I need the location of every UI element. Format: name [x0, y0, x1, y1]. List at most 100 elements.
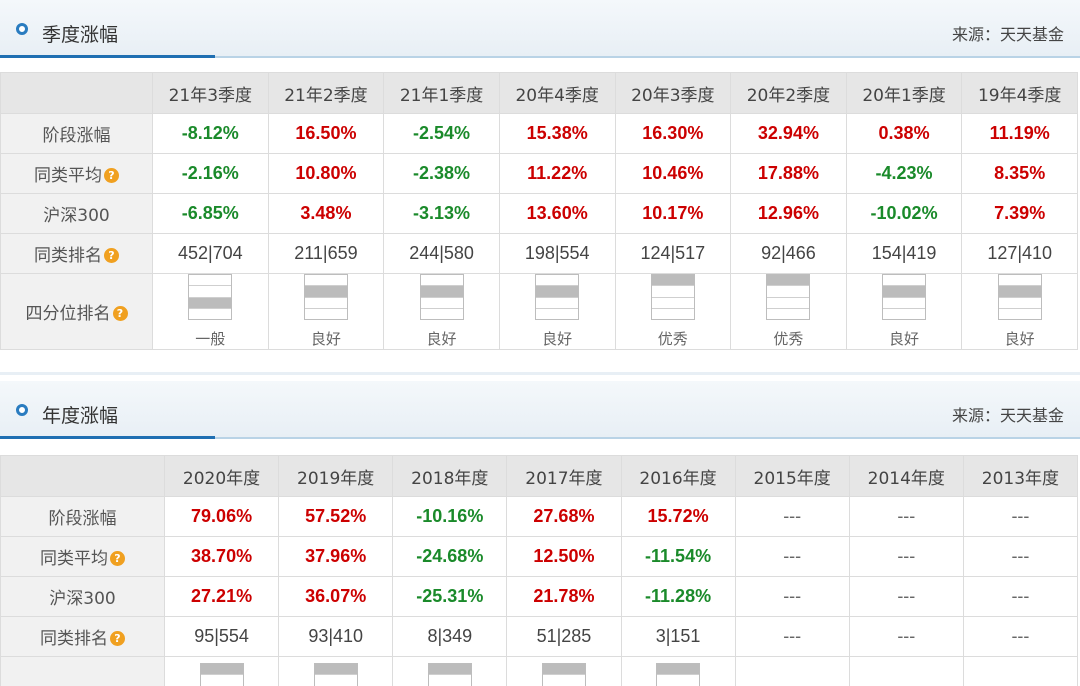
table-cell: 92|466 — [730, 233, 847, 274]
question-icon[interactable]: ? — [104, 248, 119, 263]
quartile-segment — [304, 275, 347, 287]
table-cell: -4.23% — [845, 153, 963, 194]
quartile-segment — [657, 675, 700, 686]
table-cell: 0.38% — [845, 113, 963, 154]
quartile-segment — [314, 664, 357, 676]
table-cell: --- — [962, 496, 1079, 537]
question-icon[interactable]: ? — [110, 551, 125, 566]
row-label-text: 沪深300 — [43, 206, 110, 226]
column-header: 21年3季度 — [152, 72, 269, 114]
quartile-segment — [651, 275, 694, 287]
table-cell: 154|419 — [845, 233, 963, 274]
quarter-panel-header: 季度涨幅 来源：天天基金 — [0, 0, 1080, 58]
quartile-segment — [536, 298, 579, 309]
quartile-segment — [420, 286, 463, 298]
column-header: 2016年度 — [620, 455, 736, 497]
quartile-segment — [883, 309, 925, 319]
table-cell: -6.85% — [152, 193, 269, 234]
table-cell: --- — [848, 576, 964, 617]
quartile-bar — [541, 663, 586, 686]
row-label: 沪深300 — [0, 576, 165, 617]
quartile-cell: 优秀 — [730, 273, 847, 350]
table-cell: 244|580 — [383, 233, 500, 274]
quartile-bar — [188, 274, 233, 320]
table-cell: -11.54% — [620, 536, 736, 577]
table-cell: 21.78% — [506, 576, 622, 617]
table-cell: --- — [734, 536, 850, 577]
row-label: 阶段涨幅 — [0, 113, 153, 154]
table-cell: -2.16% — [152, 153, 269, 194]
table-cell: --- — [848, 536, 964, 577]
row-peer: 同类平均? -2.16% 10.80% -2.38% 11.22% 10.46% 17.88… — [0, 153, 1078, 194]
quartile-segment — [767, 298, 810, 309]
quartile-segment — [428, 664, 471, 676]
row-quartile: 四分位排名? 一般 良好 良好 良好 优秀 优秀 良好 良好 — [0, 273, 1078, 350]
table-cell: 15.38% — [498, 113, 616, 154]
table-cell: -24.68% — [392, 536, 508, 577]
column-header: 20年4季度 — [498, 72, 616, 114]
quartile-bar — [656, 663, 701, 686]
quartile-label: 良好 — [426, 330, 457, 348]
header-accent-bar — [0, 436, 215, 439]
quartile-segment — [536, 286, 579, 298]
quartile-cell: 良好 — [267, 273, 385, 350]
quartile-label: 良好 — [310, 330, 341, 348]
quartile-bar — [997, 274, 1042, 320]
corner-cell — [0, 72, 153, 114]
quartile-label: 良好 — [889, 330, 920, 348]
quartile-segment — [420, 275, 463, 287]
quartile-segment — [767, 286, 810, 298]
question-icon[interactable]: ? — [112, 306, 128, 321]
table-cell: 51|285 — [506, 616, 622, 657]
quartile-cell — [392, 656, 508, 686]
header-accent-bar — [0, 55, 215, 58]
quartile-segment — [200, 664, 243, 676]
quartile-segment — [652, 309, 694, 319]
quartile-cell — [506, 656, 622, 686]
quartile-bar — [535, 274, 580, 320]
quartile-bar — [650, 274, 695, 320]
row-label: 沪深300 — [0, 193, 153, 234]
table-cell: 15.72% — [620, 496, 736, 537]
row-label-text: 同类平均 — [34, 166, 102, 186]
quartile-bar — [313, 663, 358, 686]
table-cell: -10.02% — [845, 193, 963, 234]
table-cell: 95|554 — [163, 616, 280, 657]
row-hs300: 沪深300 -6.85% 3.48% -3.13% 13.60% 10.17% 12.96%… — [0, 193, 1078, 234]
year-panel-header: 年度涨幅 来源：天天基金 — [0, 381, 1080, 439]
question-icon[interactable]: ? — [104, 168, 119, 183]
column-header: 21年2季度 — [267, 72, 385, 114]
row-label: 阶段涨幅 — [0, 496, 165, 537]
table-cell: 452|704 — [152, 233, 269, 274]
quartile-segment — [189, 309, 231, 319]
table-cell: 11.22% — [498, 153, 616, 194]
table-cell: 16.30% — [614, 113, 732, 154]
row-label: 同类平均? — [0, 536, 165, 577]
quartile-cell: 良好 — [383, 273, 500, 350]
table-cell: --- — [734, 576, 850, 617]
table-cell: 211|659 — [267, 233, 385, 274]
table-cell: 10.46% — [614, 153, 732, 194]
table-cell: 32.94% — [730, 113, 847, 154]
column-header: 2017年度 — [506, 455, 622, 497]
table-cell: 93|410 — [278, 616, 394, 657]
corner-cell — [0, 455, 165, 497]
table-cell: -8.12% — [152, 113, 269, 154]
quartile-segment — [304, 286, 347, 298]
quarter-panel-title: 季度涨幅 — [42, 24, 119, 46]
quartile-cell: 一般 — [152, 273, 269, 350]
ring-icon — [16, 23, 28, 35]
row-label: 同类平均? — [0, 153, 153, 194]
quartile-segment — [999, 309, 1041, 319]
quartile-bar — [199, 663, 244, 686]
quartile-cell: 良好 — [961, 273, 1078, 350]
row-label: 四分位排名? — [0, 273, 153, 350]
table-cell: 79.06% — [163, 496, 280, 537]
column-header: 20年3季度 — [614, 72, 732, 114]
row-stage: 阶段涨幅 79.06% 57.52% -10.16% 27.68% 15.72% --- --… — [0, 496, 1079, 537]
year-panel-source: 来源：天天基金 — [951, 406, 1064, 425]
quartile-cell: 良好 — [845, 273, 963, 350]
quartile-segment — [428, 675, 471, 686]
quartile-cell — [620, 656, 736, 686]
question-icon[interactable]: ? — [110, 631, 125, 646]
